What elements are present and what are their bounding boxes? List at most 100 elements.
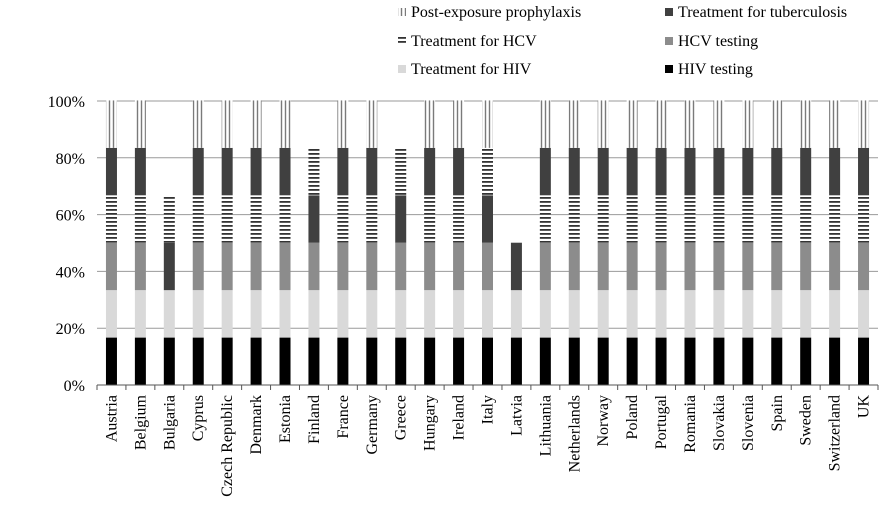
bar-segment: [684, 242, 696, 291]
bar-segment: [568, 100, 580, 148]
bar-segment: [134, 195, 146, 243]
bar-segment: [453, 147, 465, 196]
x-tick-label: Spain: [769, 395, 786, 431]
bar-segment: [858, 290, 870, 338]
x-tick-label: Estonia: [277, 395, 294, 443]
x-tick-label: Greece: [393, 395, 410, 440]
y-tick-label: 100%: [48, 94, 85, 111]
bar-segment: [655, 290, 667, 338]
bar-segment: [597, 290, 609, 338]
bar-segment: [713, 290, 725, 338]
y-tick-label: 40%: [56, 264, 85, 281]
bar-segment: [424, 100, 436, 148]
bar-segment: [539, 242, 551, 291]
bar-segment: [684, 147, 696, 196]
bar-segment: [424, 290, 436, 338]
axes: [96, 384, 879, 390]
bar-segment: [395, 290, 407, 338]
bar-segment: [163, 290, 175, 338]
bar-segment: [134, 147, 146, 196]
bar-segment: [105, 290, 117, 338]
bar-segment: [597, 100, 609, 148]
bar-segment: [192, 147, 204, 196]
bar-segment: [829, 100, 841, 148]
bar-segment: [684, 290, 696, 338]
bar-segment: [771, 290, 783, 338]
x-tick-label: Latvia: [508, 395, 525, 436]
bar-segment: [221, 100, 233, 148]
bar-segment: [221, 290, 233, 338]
bar-segment: [858, 337, 870, 385]
x-tick-label: Norway: [595, 395, 612, 447]
bar-segment: [337, 242, 349, 291]
bar-segment: [539, 195, 551, 243]
legend-label: HCV testing: [678, 33, 758, 50]
bar-segment: [337, 195, 349, 243]
bar-segment: [568, 147, 580, 196]
bar-segment: [424, 195, 436, 243]
bar-segment: [655, 242, 667, 291]
bar-segment: [482, 100, 493, 148]
legend-label: Treatment for HCV: [411, 33, 537, 50]
bar-segment: [395, 195, 407, 243]
bar-segment: [163, 242, 175, 291]
bar-segment: [279, 147, 291, 196]
bar-segment: [482, 147, 493, 196]
bar-segment: [482, 195, 493, 243]
x-tick-label: Lithuania: [537, 395, 554, 456]
bar-segment: [279, 195, 291, 243]
bar-segment: [395, 147, 407, 196]
bar-segment: [626, 337, 638, 385]
bar-segment: [568, 290, 580, 338]
legend-swatch: [665, 8, 673, 16]
bar-segment: [742, 290, 754, 338]
bar-segment: [771, 195, 783, 243]
bar-segment: [366, 147, 378, 196]
bar-segment: [105, 337, 117, 385]
bar-segment: [482, 290, 493, 338]
bar-segment: [192, 100, 204, 148]
bar-segment: [829, 195, 841, 243]
bar-segment: [655, 100, 667, 148]
legend-swatch: [665, 37, 673, 45]
bar-segment: [568, 242, 580, 291]
x-tick-label: Netherlands: [566, 395, 583, 472]
bar-segment: [308, 337, 320, 385]
bar-segment: [713, 147, 725, 196]
bar-segment: [250, 337, 262, 385]
bar-segment: [713, 242, 725, 291]
bar-segment: [655, 337, 667, 385]
legend-item: Treatment for tuberculosis: [665, 4, 847, 21]
legend-item: Treatment for HIV: [398, 61, 532, 78]
x-tick-label: Germany: [364, 395, 381, 455]
bar-segment: [742, 147, 754, 196]
bar-segment: [105, 195, 117, 243]
bar-segment: [453, 290, 465, 338]
bar-segment: [626, 242, 638, 291]
bar-segment: [626, 147, 638, 196]
bar-segment: [134, 337, 146, 385]
bar-segment: [279, 290, 291, 338]
bar-segment: [771, 100, 783, 148]
bar-segment: [539, 147, 551, 196]
bar-segment: [134, 242, 146, 291]
x-tick-label: Czech Republic: [219, 395, 236, 497]
bar-segment: [163, 195, 175, 243]
bar-segment: [250, 100, 262, 148]
bar-segment: [742, 337, 754, 385]
bar-segment: [337, 290, 349, 338]
bar-segment: [105, 242, 117, 291]
bar-segment: [221, 337, 233, 385]
bar-segment: [337, 337, 349, 385]
legend-label: Treatment for HIV: [411, 61, 532, 78]
bar-segment: [800, 337, 812, 385]
bar-segment: [192, 337, 204, 385]
bar-segment: [539, 100, 551, 148]
bar-segment: [366, 337, 378, 385]
bar-segment: [800, 195, 812, 243]
bar-segment: [221, 147, 233, 196]
bar-segment: [366, 100, 378, 148]
bar-segment: [684, 195, 696, 243]
bar-segment: [568, 195, 580, 243]
